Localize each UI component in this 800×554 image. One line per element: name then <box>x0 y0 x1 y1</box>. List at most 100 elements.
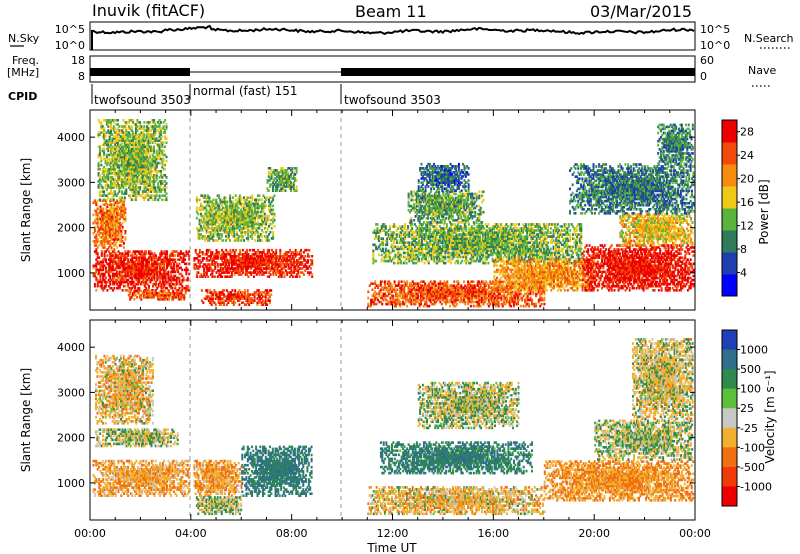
data-cell <box>103 190 105 193</box>
data-cell <box>381 258 383 261</box>
data-cell <box>179 287 181 290</box>
data-cell <box>272 209 274 212</box>
data-cell <box>382 237 384 240</box>
data-cell <box>272 231 274 234</box>
data-cell <box>118 125 120 128</box>
data-cell <box>196 217 198 220</box>
data-cell <box>389 256 391 259</box>
data-cell <box>163 158 165 161</box>
data-cell <box>105 258 107 261</box>
data-cell <box>231 289 233 292</box>
data-cell <box>159 162 161 165</box>
data-cell <box>164 146 166 149</box>
data-cell <box>404 223 406 226</box>
data-cell <box>94 283 96 286</box>
data-cell <box>166 186 168 189</box>
data-cell <box>166 160 168 163</box>
nsearch-label: N.Search <box>744 32 794 45</box>
beam-title: Beam 11 <box>355 2 427 21</box>
data-cell <box>93 214 95 217</box>
data-cell <box>124 230 126 233</box>
data-cell <box>199 255 201 258</box>
freq-band-twofsound-2 <box>341 68 695 76</box>
data-cell <box>164 168 166 171</box>
data-cell <box>133 298 135 301</box>
data-cell <box>279 249 281 252</box>
data-cell <box>291 167 293 170</box>
data-cell <box>129 250 131 253</box>
data-cell <box>261 239 263 242</box>
nave-tick-bottom: 0 <box>700 70 707 83</box>
data-cell <box>411 227 413 230</box>
data-cell <box>253 275 255 278</box>
data-cell <box>105 267 107 270</box>
data-cell <box>311 273 313 276</box>
data-cell <box>149 121 151 124</box>
data-cell <box>195 249 197 252</box>
data-cell <box>235 194 237 197</box>
data-cell <box>100 156 102 159</box>
data-cell <box>274 219 276 222</box>
freq-tick-bottom: 8 <box>78 70 85 83</box>
station-title: Inuvik (fitACF) <box>92 1 205 20</box>
data-cell <box>242 249 244 252</box>
data-cell <box>153 146 155 149</box>
data-cell <box>164 164 166 167</box>
data-cell <box>103 127 105 130</box>
data-cell <box>304 255 306 258</box>
data-cell <box>95 289 97 292</box>
data-cell <box>166 250 168 253</box>
data-cell <box>424 262 426 265</box>
data-cell <box>109 275 111 278</box>
data-cell <box>285 189 287 192</box>
data-cell <box>130 194 132 197</box>
data-cell <box>185 290 187 293</box>
data-cell <box>238 207 240 210</box>
data-cell <box>99 146 101 149</box>
data-cell <box>382 248 384 251</box>
data-cell <box>101 250 103 253</box>
data-cell <box>100 121 102 124</box>
data-cell <box>154 121 156 124</box>
data-cell <box>208 196 210 199</box>
data-cell <box>166 137 168 140</box>
data-cell <box>258 194 260 197</box>
data-cell <box>396 233 398 236</box>
data-cell <box>269 299 271 302</box>
cpid-segment-2: normal (fast) 151 <box>193 84 297 98</box>
data-cell <box>188 250 190 253</box>
data-cell <box>113 199 115 202</box>
data-cell <box>139 186 141 189</box>
data-cell <box>185 263 187 266</box>
freq-tick-top: 18 <box>71 54 85 67</box>
data-cell <box>123 246 125 249</box>
data-cell <box>211 251 213 254</box>
data-cell <box>229 239 231 242</box>
data-cell <box>181 269 183 272</box>
data-cell <box>268 249 270 252</box>
data-cell <box>196 207 198 210</box>
data-cell <box>395 262 397 265</box>
data-cell <box>183 277 185 280</box>
data-cell <box>261 235 263 238</box>
data-cell <box>99 174 101 177</box>
data-cell <box>238 303 240 306</box>
data-cell <box>103 199 105 202</box>
data-cell <box>97 206 99 209</box>
data-cell <box>395 225 397 228</box>
data-cell <box>270 289 272 292</box>
data-cell <box>296 179 298 182</box>
data-cell <box>166 141 168 144</box>
nsky-tick-bottom: 10^0 <box>55 39 85 52</box>
data-cell <box>274 225 276 228</box>
data-cell <box>207 289 209 292</box>
data-cell <box>116 246 118 249</box>
data-cell <box>164 119 166 122</box>
nsearch-tick-top: 10^5 <box>700 23 730 36</box>
data-cell <box>300 249 302 252</box>
data-cell <box>98 256 100 259</box>
data-cell <box>375 260 377 263</box>
nsky-panel: 10^5 10^0 10^5 10^0 N.Sky N.Search <box>8 22 794 52</box>
data-cell <box>221 275 223 278</box>
